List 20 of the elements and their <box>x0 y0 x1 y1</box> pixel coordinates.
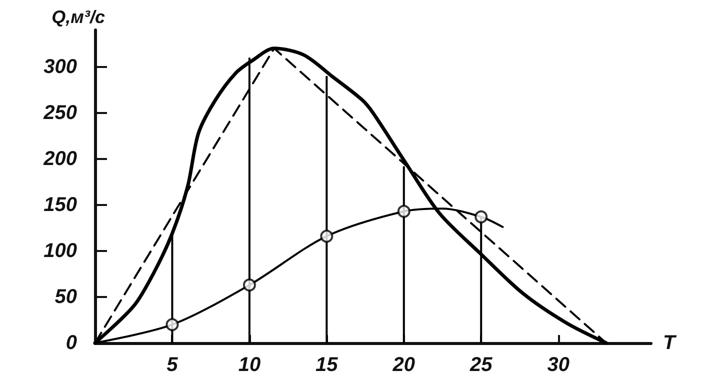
x-tick-label: 10 <box>238 354 261 376</box>
y-tick-label: 200 <box>42 148 77 170</box>
x-tick-label: 15 <box>316 354 339 376</box>
x-tick-label: 20 <box>392 354 416 376</box>
y-tick-label: 100 <box>44 240 77 262</box>
y-tick-label: 50 <box>54 286 77 308</box>
point <box>474 210 488 224</box>
x-tick-label: 25 <box>468 354 494 376</box>
y-axis-title: Q,м³/с <box>52 7 105 27</box>
point <box>166 318 179 332</box>
point <box>320 230 334 243</box>
x-axis-title: T <box>663 332 677 354</box>
y-tick-label: 300 <box>44 56 77 78</box>
point <box>397 204 410 218</box>
y-tick-label: 0 <box>66 332 77 354</box>
x-tick-label: 5 <box>166 354 179 376</box>
y-tick-label: 150 <box>44 194 77 216</box>
point <box>242 278 256 292</box>
x-tick-label: 30 <box>547 354 570 376</box>
y-tick-label: 250 <box>42 102 77 124</box>
